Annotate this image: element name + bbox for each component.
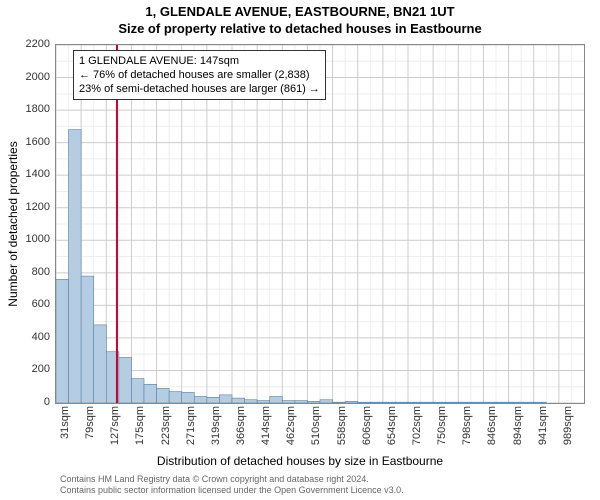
x-tick-label: 223sqm [160,406,172,445]
histogram-bar [421,402,434,403]
histogram-bar [395,402,408,403]
x-tick-label: 989sqm [562,406,574,445]
y-tick-label: 2200 [10,38,50,50]
y-tick-label: 1600 [10,136,50,148]
histogram-bar [458,402,471,403]
info-property-size: 1 GLENDALE AVENUE: 147sqm [79,54,320,68]
histogram-bar [144,384,157,403]
histogram-bar [119,357,132,403]
histogram-bar [157,388,170,403]
y-tick-label: 2000 [10,71,50,83]
x-tick-label: 366sqm [235,406,247,445]
info-box: 1 GLENDALE AVENUE: 147sqm ← 76% of detac… [73,50,326,100]
histogram-bar [131,379,144,403]
histogram-bar [534,402,547,403]
histogram-bar [94,325,107,403]
title-address: 1, GLENDALE AVENUE, EASTBOURNE, BN21 1UT [0,0,600,19]
histogram-bar [320,400,333,403]
attribution-line1: Contains HM Land Registry data © Crown c… [60,474,404,485]
x-tick-label: 941sqm [537,406,549,445]
histogram-bar [496,402,509,403]
histogram-bar [207,397,220,403]
histogram-bar [219,395,232,403]
histogram-bar [169,392,182,403]
x-tick-label: 31sqm [59,406,71,439]
attribution: Contains HM Land Registry data © Crown c… [60,474,404,496]
y-tick-label: 600 [10,298,50,310]
x-tick-label: 510sqm [310,406,322,445]
histogram-bar [81,276,94,403]
histogram-bar [232,398,245,403]
x-tick-label: 846sqm [486,406,498,445]
x-axis-label: Distribution of detached houses by size … [0,454,600,468]
histogram-bar [345,401,358,403]
histogram-bar [509,402,522,403]
histogram-bar [295,401,308,403]
histogram-bar [270,396,283,403]
histogram-bar [521,402,534,403]
y-tick-label: 1400 [10,168,50,180]
histogram-bar [245,400,258,403]
histogram-bar [408,402,421,403]
info-smaller: ← 76% of detached houses are smaller (2,… [79,68,320,82]
y-tick-label: 400 [10,331,50,343]
histogram-bar [433,402,446,403]
histogram-bar [194,396,207,403]
histogram-bar [307,401,320,403]
x-tick-label: 175sqm [134,406,146,445]
title-subtitle: Size of property relative to detached ho… [0,19,600,36]
x-tick-label: 606sqm [361,406,373,445]
x-tick-label: 414sqm [260,406,272,445]
histogram-bar [383,402,396,403]
y-tick-label: 1800 [10,103,50,115]
histogram-bar [471,402,484,403]
x-tick-label: 654sqm [386,406,398,445]
y-tick-label: 1200 [10,201,50,213]
histogram-bar [257,401,270,403]
histogram-bar [446,402,459,403]
y-tick-label: 800 [10,266,50,278]
histogram-bar [333,402,346,403]
x-tick-label: 750sqm [436,406,448,445]
x-tick-label: 79sqm [84,406,96,439]
x-tick-label: 894sqm [512,406,524,445]
histogram-bar [483,402,496,403]
histogram-bar [56,279,69,403]
histogram-bar [69,130,82,403]
histogram-bar [182,392,195,403]
x-tick-label: 271sqm [185,406,197,445]
x-tick-label: 702sqm [411,406,423,445]
x-tick-label: 558sqm [336,406,348,445]
histogram-bar [370,402,383,403]
y-tick-label: 0 [10,396,50,408]
x-tick-label: 127sqm [109,406,121,445]
info-larger: 23% of semi-detached houses are larger (… [79,82,320,96]
y-tick-label: 200 [10,363,50,375]
histogram-bar [358,402,371,403]
x-tick-label: 319sqm [210,406,222,445]
x-tick-label: 462sqm [285,406,297,445]
attribution-line2: Contains public sector information licen… [60,485,404,496]
histogram-bar [282,401,295,403]
x-tick-label: 798sqm [461,406,473,445]
y-tick-label: 1000 [10,233,50,245]
